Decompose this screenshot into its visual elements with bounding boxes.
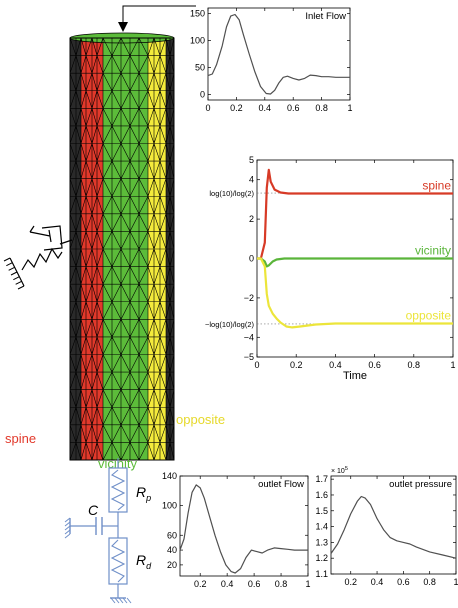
- label-rd: Rd: [136, 552, 152, 571]
- plot-area: [330, 475, 457, 575]
- series-line: [207, 13, 350, 95]
- x-tick-label: 0.8: [275, 579, 288, 589]
- x-tick-label: 0.4: [221, 579, 234, 589]
- ground-bottom-hatch: [110, 597, 132, 604]
- y-tick-label: −2: [244, 293, 254, 303]
- spring-damper-icon: [3, 225, 73, 290]
- series-line: [330, 495, 457, 559]
- inlet-connector-arrow: [118, 5, 196, 32]
- y-tick-label: 1.2: [315, 553, 328, 563]
- outlet-flow-chart: 0.2 0.4 0.6 0.8 1 20 40 60 100 140 outlet Flow: [162, 471, 311, 589]
- y-tick-label: 1.6: [315, 490, 328, 500]
- x-tick-label: 0.4: [329, 360, 342, 370]
- x-tick-label: 0.8: [408, 360, 421, 370]
- y-tick-label: 1.4: [315, 522, 328, 532]
- spring-coil: [21, 247, 63, 271]
- x-tick-label: 0: [254, 360, 259, 370]
- mesh-outline: [69, 37, 175, 461]
- x-tick-label: 1: [305, 579, 310, 589]
- x-tick-label: 0.2: [344, 577, 357, 587]
- reference-line-label: −log(10)/log(2): [205, 320, 254, 329]
- series-label-spine: spine: [422, 178, 451, 192]
- x-tick-label: 0.8: [423, 577, 436, 587]
- y-tick-label: 0: [249, 254, 254, 264]
- x-tick-label: 0.2: [290, 360, 303, 370]
- y-tick-label: 0: [200, 90, 205, 100]
- vessel-mesh-cylinder: [69, 32, 175, 461]
- damper-body: [41, 225, 63, 251]
- x-tick-label: 0.4: [259, 103, 272, 113]
- resistor-rp-zigzag: [110, 469, 126, 511]
- outlet-pressure-chart: 0.2 0.4 0.6 0.8 1 1.1 1.2 1.3 1.4 1.5 1.6 1.7 outlet…: [315, 466, 458, 587]
- inlet-flow-chart: 0 0.2 0.4 0.6 0.8 1 0 50 100 150 Inlet Flow: [190, 7, 353, 113]
- x-tick-label: 0: [205, 103, 210, 113]
- label-c: C: [88, 502, 99, 518]
- x-tick-label: 0.2: [194, 579, 207, 589]
- y-tick-label: −5: [244, 352, 254, 362]
- chart-title: outlet pressure: [389, 479, 452, 490]
- y-tick-label: 1.7: [315, 474, 328, 484]
- damper-anchor: [29, 225, 35, 233]
- y-tick-label: 4: [249, 175, 254, 185]
- y-tick-label: 2: [249, 214, 254, 224]
- label-rp: Rp: [136, 484, 151, 503]
- y-tick-label: 20: [167, 560, 177, 570]
- x-tick-label: 0.6: [397, 577, 410, 587]
- y-tick-label: 150: [190, 8, 205, 18]
- ground-left-hatch: [64, 517, 71, 539]
- x-tick-label: 0.6: [248, 579, 261, 589]
- y-tick-label: 140: [162, 471, 177, 481]
- x-tick-label: 1: [453, 577, 458, 587]
- series-label-opposite: opposite: [406, 309, 452, 323]
- chart-title: Inlet Flow: [305, 11, 346, 22]
- series-line-opposite: [257, 257, 453, 329]
- x-tick-label: 0.6: [287, 103, 300, 113]
- windkessel-circuit: Rp Rd C: [64, 458, 152, 604]
- series-line-vicinity: [257, 257, 453, 268]
- y-multiplier-exp: 5: [345, 466, 348, 472]
- y-tick-label: 50: [195, 63, 205, 73]
- x-tick-label: 0.6: [368, 360, 381, 370]
- label-spine: spine: [5, 431, 36, 446]
- ground-hatch: [3, 257, 25, 290]
- resistor-rd-zigzag: [110, 539, 126, 583]
- label-opposite: opposite: [176, 412, 225, 427]
- reference-line-label: log(10)/log(2): [209, 189, 254, 198]
- plot-area: [179, 475, 309, 577]
- y-tick-label: 60: [167, 530, 177, 540]
- y-tick-label: 5: [249, 155, 254, 165]
- series-label-vicinity: vicinity: [415, 244, 451, 258]
- x-tick-label: 0.4: [371, 577, 384, 587]
- y-multiplier: × 105: [331, 466, 348, 475]
- x-axis-label: Time: [343, 370, 367, 382]
- label-rd-sub: d: [146, 561, 152, 571]
- label-rp-sub: p: [145, 493, 151, 503]
- y-tick-label: 1.3: [315, 537, 328, 547]
- series-line: [179, 484, 308, 574]
- y-tick-label: −4: [244, 332, 254, 342]
- plot-area: [207, 7, 351, 101]
- x-tick-label: 1: [450, 360, 455, 370]
- y-tick-label: 1.5: [315, 506, 328, 516]
- chart-title: outlet Flow: [258, 479, 304, 490]
- log-ratio-chart: 0 0.2 0.4 0.6 0.8 1 −5 −4 −2 0 2 4 5 log(10)/log(2) −l…: [205, 155, 455, 382]
- damper-piston: [48, 229, 52, 243]
- x-tick-label: 0.2: [230, 103, 243, 113]
- y-tick-label: 100: [190, 35, 205, 45]
- y-tick-label: 1.1: [315, 569, 328, 579]
- y-tick-label: 40: [167, 545, 177, 555]
- x-tick-label: 1: [347, 103, 352, 113]
- series-line-spine: [257, 168, 453, 260]
- x-tick-label: 0.8: [315, 103, 328, 113]
- y-tick-label: 100: [162, 501, 177, 511]
- damper-rod: [29, 231, 51, 237]
